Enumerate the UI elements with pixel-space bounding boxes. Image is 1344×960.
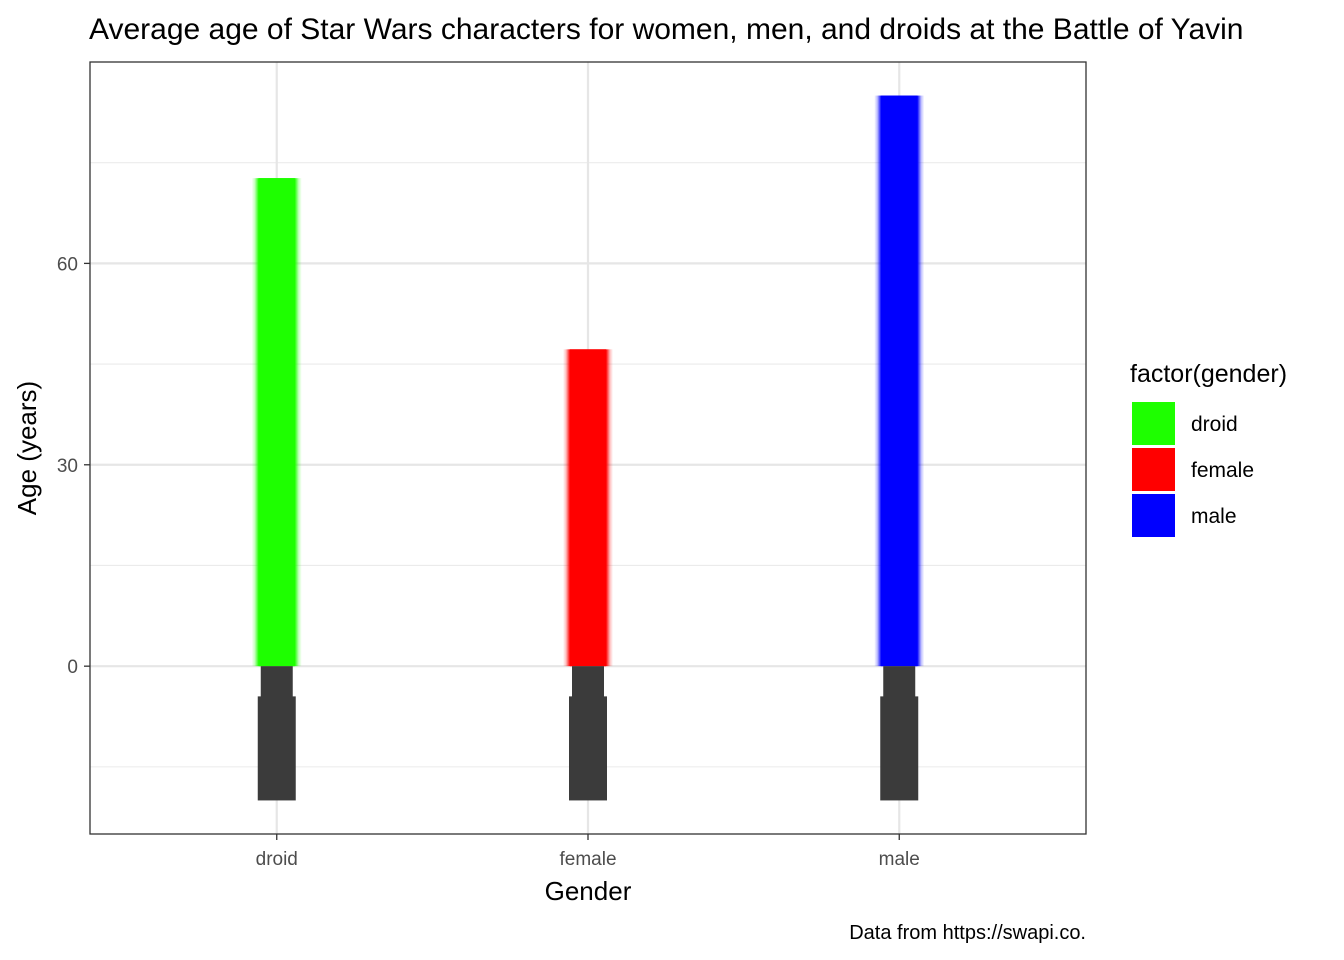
bars bbox=[251, 95, 925, 801]
legend-title: factor(gender) bbox=[1130, 360, 1287, 388]
chart-title: Average age of Star Wars characters for … bbox=[89, 13, 1244, 46]
legend-key-female bbox=[1132, 448, 1175, 491]
x-axis-title: Gender bbox=[545, 876, 632, 906]
x-tick-label-droid: droid bbox=[256, 849, 298, 870]
legend-key-male bbox=[1132, 494, 1175, 537]
bar-female bbox=[570, 349, 606, 667]
legend-label-male: male bbox=[1191, 505, 1237, 528]
legend-key-droid bbox=[1132, 402, 1175, 445]
bar-male bbox=[881, 95, 918, 667]
x-tick-label-female: female bbox=[559, 849, 616, 870]
x-tick-label-male: male bbox=[879, 849, 920, 870]
legend: droid female male bbox=[1132, 402, 1254, 537]
hilt-male-neck bbox=[883, 666, 916, 700]
hilt-droid-grip bbox=[257, 696, 296, 801]
y-tick-label: 0 bbox=[67, 657, 78, 678]
x-ticks: droid female male bbox=[256, 834, 920, 870]
legend-label-droid: droid bbox=[1191, 413, 1238, 436]
y-tick-label: 30 bbox=[57, 456, 78, 477]
y-axis-title: Age (years) bbox=[12, 381, 42, 515]
hilt-droid-neck bbox=[260, 666, 293, 700]
bar-droid bbox=[258, 178, 295, 667]
y-ticks: 0 30 60 bbox=[57, 254, 90, 678]
caption: Data from https://swapi.co. bbox=[849, 922, 1086, 944]
hilt-female-neck bbox=[572, 666, 604, 700]
y-tick-label: 60 bbox=[57, 254, 78, 275]
hilt-male-grip bbox=[880, 696, 919, 801]
legend-label-female: female bbox=[1191, 459, 1254, 482]
hilt-female-grip bbox=[569, 696, 607, 801]
